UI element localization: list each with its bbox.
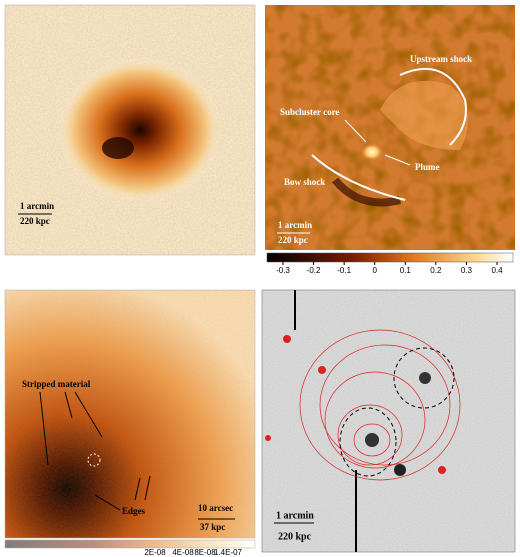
scale-label: 10 arcsec xyxy=(198,503,233,513)
annotation: Upstream shock xyxy=(410,54,472,64)
colorbar xyxy=(4,539,256,549)
panel-2: Upstream shock Subcluster core Plume Bow… xyxy=(265,5,515,275)
annotation: Edges xyxy=(122,506,146,516)
galaxy xyxy=(365,433,379,447)
contours xyxy=(299,329,461,481)
colorbar-tick-label: 0.1 xyxy=(400,266,412,275)
panel-4: 1 arcmin 220 kpc xyxy=(261,289,516,553)
colorbar xyxy=(266,252,514,263)
arrow xyxy=(384,154,411,166)
scale-label: 1 arcmin xyxy=(20,201,54,211)
colorbar-tick-label: 1.4E-07 xyxy=(214,548,243,557)
colorbar-tick-label: 2E-08 xyxy=(144,548,166,557)
scale-label: 1 arcmin xyxy=(276,510,314,521)
panel-3: Stripped material Edges 10 arcsec 37 kpc… xyxy=(4,289,256,557)
annotation: Stripped material xyxy=(22,379,91,389)
arrow xyxy=(74,391,103,438)
colorbar-tick-label: -0.1 xyxy=(337,266,351,275)
star xyxy=(394,464,406,476)
circle xyxy=(339,407,397,477)
colorbar-tick-label: 0.3 xyxy=(461,266,473,275)
arrow xyxy=(94,494,121,511)
colorbar-tick-label: 0.4 xyxy=(491,266,503,275)
bow-shock xyxy=(311,154,406,201)
colorbar-tick-label: 0 xyxy=(372,266,377,275)
upstream-shock xyxy=(399,67,467,146)
galaxy xyxy=(419,372,431,384)
marker xyxy=(87,453,101,467)
core xyxy=(361,143,383,161)
colorbar-tick-label: 0.2 xyxy=(430,266,442,275)
colorbar-tick-label: 4E-08 xyxy=(172,548,194,557)
arrow xyxy=(144,475,151,501)
cluster-emission xyxy=(58,58,222,202)
annotation: Plume xyxy=(415,162,440,172)
scale-label: 220 kpc xyxy=(20,216,50,226)
emission xyxy=(380,80,468,150)
scale-label: 220 kpc xyxy=(278,531,312,542)
annotation: Bow shock xyxy=(284,177,325,187)
colorbar-tick-label: -0.2 xyxy=(307,266,321,275)
core xyxy=(102,137,134,159)
colorbar-tick-label: -0.3 xyxy=(276,266,290,275)
dark-arc xyxy=(331,177,401,207)
arrow xyxy=(64,391,73,419)
annotation: Subcluster core xyxy=(280,107,339,117)
arrow xyxy=(134,477,141,501)
image-noise xyxy=(5,290,255,538)
scale-label: 220 kpc xyxy=(278,235,308,245)
scale-label: 37 kpc xyxy=(200,522,225,532)
scale-label: 1 arcmin xyxy=(278,220,312,230)
source xyxy=(265,435,271,441)
source xyxy=(283,335,291,343)
panel-1: 1 arcmin 220 kpc xyxy=(4,4,256,256)
source xyxy=(318,366,326,374)
arrow xyxy=(344,119,367,143)
image-noise xyxy=(262,290,515,552)
image-texture xyxy=(265,5,515,250)
colorbar-tick-label: 8E-08 xyxy=(194,548,216,557)
source xyxy=(438,466,446,474)
circle xyxy=(393,347,455,409)
arrow xyxy=(39,391,49,466)
